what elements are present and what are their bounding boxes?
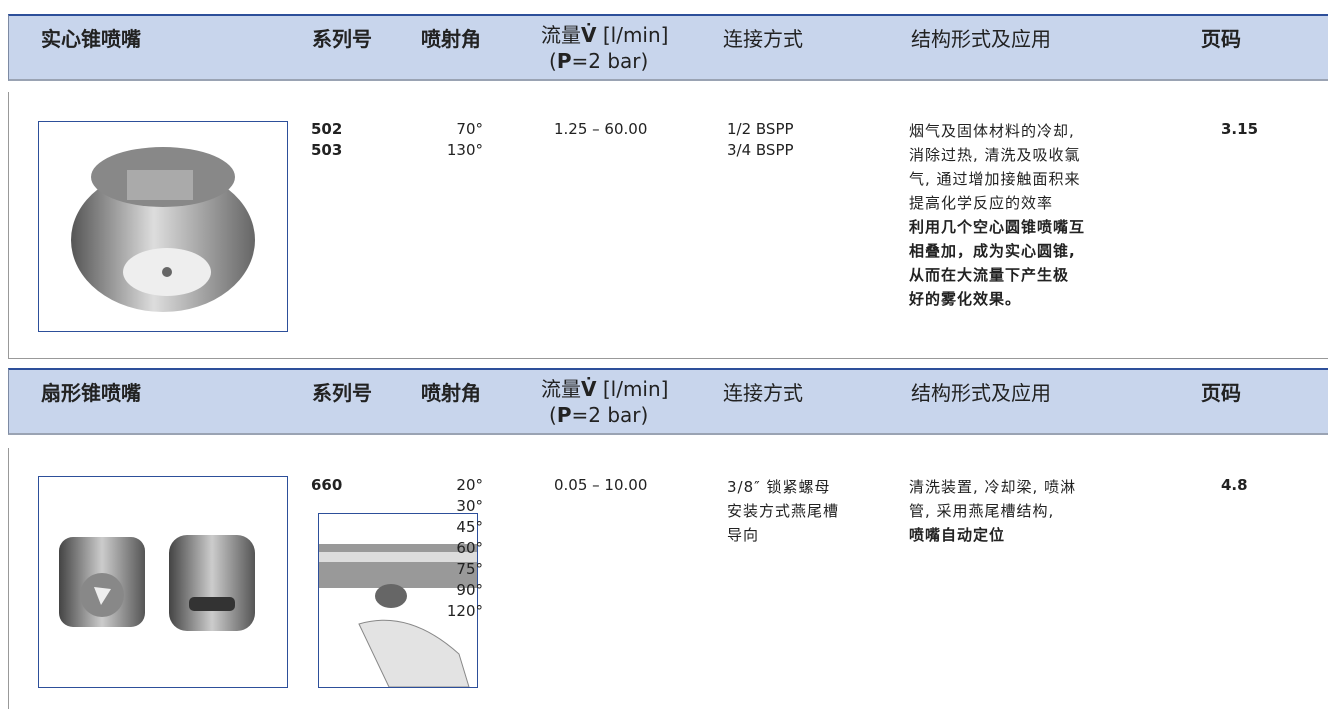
angles-line: 60° — [456, 539, 483, 557]
header-angle: 喷射角 — [421, 23, 481, 52]
nozzle-drawing — [59, 535, 255, 631]
section-body: 660 20° 30° 45° 60° 75° 90° 120° 0.05 – 10.00 3/8… — [8, 448, 1328, 709]
connection-line: 导向 — [727, 526, 760, 544]
header-flow-line: 流量V̇ [l/min] — [541, 22, 668, 48]
header-page: 页码 — [1201, 23, 1241, 52]
header-flow-part: V̇ — [581, 377, 597, 401]
cell-flow: 0.05 – 10.00 — [554, 475, 647, 496]
header-title: 扇形锥喷嘴 — [41, 377, 141, 406]
header-text: 喷射角 — [421, 27, 481, 51]
header-text: 结构形式及应用 — [911, 381, 1051, 405]
header-angle: 喷射角 — [421, 377, 481, 406]
connection-line: 安装方式燕尾槽 — [727, 502, 840, 520]
header-flow-part: =2 bar) — [571, 49, 649, 73]
application-line: 提高化学反应的效率 — [909, 194, 1054, 212]
header-connection: 连接方式 — [723, 377, 803, 406]
flow-value: 0.05 – 10.00 — [554, 476, 648, 494]
header-text: 结构形式及应用 — [911, 27, 1051, 51]
header-flow: 流量V̇ [l/min] (P=2 bar) — [541, 376, 668, 428]
page-value: 4.8 — [1221, 476, 1248, 494]
cell-series: 660 — [311, 475, 342, 496]
header-series: 系列号 — [312, 377, 372, 406]
header-text: 页码 — [1201, 27, 1241, 51]
flow-value: 1.25 – 60.00 — [554, 120, 648, 138]
header-text: 连接方式 — [723, 381, 803, 405]
header-flow-part: P — [556, 49, 572, 73]
section-header: 扇形锥喷嘴 系列号 喷射角 连接方式 结构形式及应用 页码 流量V̇ [l/min] (P=2… — [8, 368, 1328, 435]
application-bold-line: 相叠加，成为实心圆锥, — [909, 242, 1076, 260]
header-text: 连接方式 — [723, 27, 803, 51]
application-bold-line: 好的雾化效果。 — [909, 290, 1022, 308]
header-flow-part: P — [556, 403, 572, 427]
cell-flow: 1.25 – 60.00 — [554, 119, 647, 140]
connection-line: 3/4 BSPP — [727, 141, 794, 159]
application-line: 管, 采用燕尾槽结构, — [909, 502, 1055, 520]
section-body: 502 503 70° 130° 1.25 – 60.00 1/2 BSPP 3/4 BSP… — [8, 92, 1328, 359]
cell-connection: 1/2 BSPP 3/4 BSPP — [727, 119, 794, 161]
application-line: 烟气及固体材料的冷却, — [909, 122, 1075, 140]
cell-page: 4.8 — [1221, 475, 1248, 496]
header-flow-line: (P=2 bar) — [541, 48, 668, 74]
header-flow-part: [l/min] — [596, 377, 669, 401]
header-series: 系列号 — [312, 23, 372, 52]
header-flow-part: ( — [549, 49, 557, 73]
mounting-drawing — [319, 544, 477, 688]
connection-line: 1/2 BSPP — [727, 120, 794, 138]
cell-series: 502 503 — [311, 119, 342, 161]
mounting-image — [318, 513, 478, 688]
header-application: 结构形式及应用 — [911, 377, 1051, 406]
application-line: 清洗装置, 冷却梁, 喷淋 — [909, 478, 1077, 496]
header-flow-part: ( — [549, 403, 557, 427]
page-value: 3.15 — [1221, 120, 1259, 138]
angles-line: 90° — [456, 581, 483, 599]
header-flow-part: 流量 — [541, 377, 581, 401]
application-line: 消除过热, 清洗及吸收氯 — [909, 146, 1081, 164]
cell-connection: 3/8″ 锁紧螺母 安装方式燕尾槽 导向 — [727, 475, 839, 547]
header-flow-part: V̇ — [581, 23, 597, 47]
header-text: 实心锥喷嘴 — [41, 27, 141, 51]
cell-application: 烟气及固体材料的冷却, 消除过热, 清洗及吸收氯 气, 通过增加接触面积来 提高化学反… — [909, 119, 1085, 311]
header-flow-part: 流量 — [541, 23, 581, 47]
header-page: 页码 — [1201, 377, 1241, 406]
angles-line: 45° — [456, 518, 483, 536]
angles-line: 130° — [446, 141, 483, 159]
application-line: 气, 通过增加接触面积来 — [909, 170, 1081, 188]
series-line: 502 — [311, 120, 343, 138]
angles-line: 20° — [456, 476, 483, 494]
header-flow: 流量V̇ [l/min] (P=2 bar) — [541, 22, 668, 74]
application-bold-line: 从而在大流量下产生极 — [909, 266, 1070, 284]
header-text: 喷射角 — [421, 381, 481, 405]
nozzle-drawing — [71, 147, 255, 312]
header-connection: 连接方式 — [723, 23, 803, 52]
header-text: 扇形锥喷嘴 — [41, 381, 141, 405]
series-line: 660 — [311, 476, 343, 494]
nozzle-image — [38, 476, 288, 688]
header-flow-part: [l/min] — [596, 23, 669, 47]
cell-page: 3.15 — [1221, 119, 1258, 140]
angles-line: 120° — [446, 602, 483, 620]
header-flow-part: =2 bar) — [571, 403, 649, 427]
header-application: 结构形式及应用 — [911, 23, 1051, 52]
angles-line: 70° — [456, 120, 483, 138]
header-flow-line: 流量V̇ [l/min] — [541, 376, 668, 402]
application-bold-line: 利用几个空心圆锥喷嘴互 — [909, 218, 1086, 236]
header-text: 系列号 — [312, 381, 372, 405]
angles-line: 30° — [456, 497, 483, 515]
cell-angles: 20° 30° 45° 60° 75° 90° 120° — [405, 475, 483, 622]
cell-angles: 70° 130° — [405, 119, 483, 161]
angles-line: 75° — [456, 560, 483, 578]
header-title: 实心锥喷嘴 — [41, 23, 141, 52]
cell-application: 清洗装置, 冷却梁, 喷淋 管, 采用燕尾槽结构, 喷嘴自动定位 — [909, 475, 1076, 547]
connection-line: 3/8″ 锁紧螺母 — [727, 478, 831, 496]
nozzle-image — [38, 121, 288, 332]
application-bold-line: 喷嘴自动定位 — [909, 526, 1006, 544]
header-text: 页码 — [1201, 381, 1241, 405]
section-header: 实心锥喷嘴 系列号 喷射角 连接方式 结构形式及应用 页码 流量V̇ [l/min] (P=2… — [8, 14, 1328, 81]
series-line: 503 — [311, 141, 343, 159]
header-text: 系列号 — [312, 27, 372, 51]
header-flow-line: (P=2 bar) — [541, 402, 668, 428]
